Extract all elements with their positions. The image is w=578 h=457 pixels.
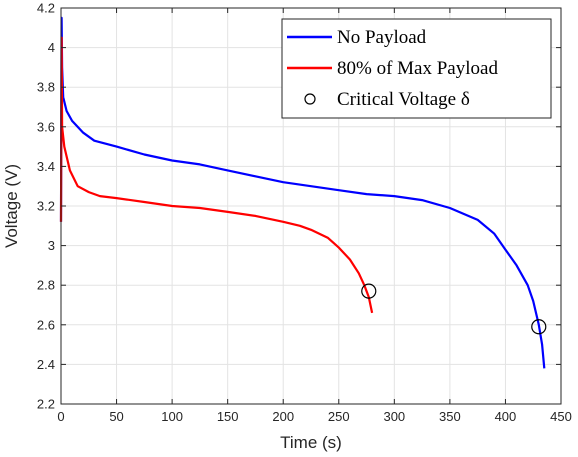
- y-tick-label: 3.6: [37, 119, 55, 134]
- x-tick-label: 250: [328, 409, 350, 424]
- legend-label: 80% of Max Payload: [337, 58, 498, 79]
- y-tick-label: 3: [48, 238, 55, 253]
- x-tick-label: 50: [109, 409, 123, 424]
- y-tick-label: 3.2: [37, 199, 55, 214]
- y-tick-label: 4: [48, 40, 55, 55]
- critical-voltage-marker: [361, 283, 377, 299]
- series-layer: [59, 16, 547, 369]
- y-tick-label: 2.2: [37, 397, 55, 412]
- y-tick-label: 4.2: [37, 1, 55, 16]
- legend-marker-critical-voltage: [304, 93, 316, 105]
- series-line-no-payload: [59, 16, 546, 369]
- x-axis-title: Time (s): [280, 433, 342, 452]
- y-tick-label: 2.4: [37, 357, 55, 372]
- y-tick-label: 2.8: [37, 278, 55, 293]
- y-tick-label: 3.4: [37, 159, 55, 174]
- x-tick-label: 450: [550, 409, 572, 424]
- tick-layer: 0 50 100 150 200 250 300 350 400 450 2.2 2.4 2.6 2.8 3…: [37, 1, 572, 425]
- y-axis-title: Voltage (V): [2, 164, 21, 248]
- legend-label: Critical Voltage δ: [337, 89, 470, 110]
- x-tick-label: 150: [217, 409, 239, 424]
- critical-voltage-marker: [531, 319, 547, 335]
- x-tick-label: 400: [495, 409, 517, 424]
- y-tick-label: 2.6: [37, 317, 55, 332]
- x-tick-label: 0: [57, 409, 64, 424]
- x-tick-label: 200: [272, 409, 294, 424]
- x-tick-label: 350: [439, 409, 461, 424]
- y-tick-label: 3.8: [37, 80, 55, 95]
- x-tick-label: 100: [161, 409, 183, 424]
- legend-label: No Payload: [337, 27, 427, 48]
- x-tick-label: 300: [383, 409, 405, 424]
- legend: No Payload 80% of Max Payload Critical Vol…: [281, 18, 552, 119]
- series-line-80-of-max-payload: [59, 36, 374, 314]
